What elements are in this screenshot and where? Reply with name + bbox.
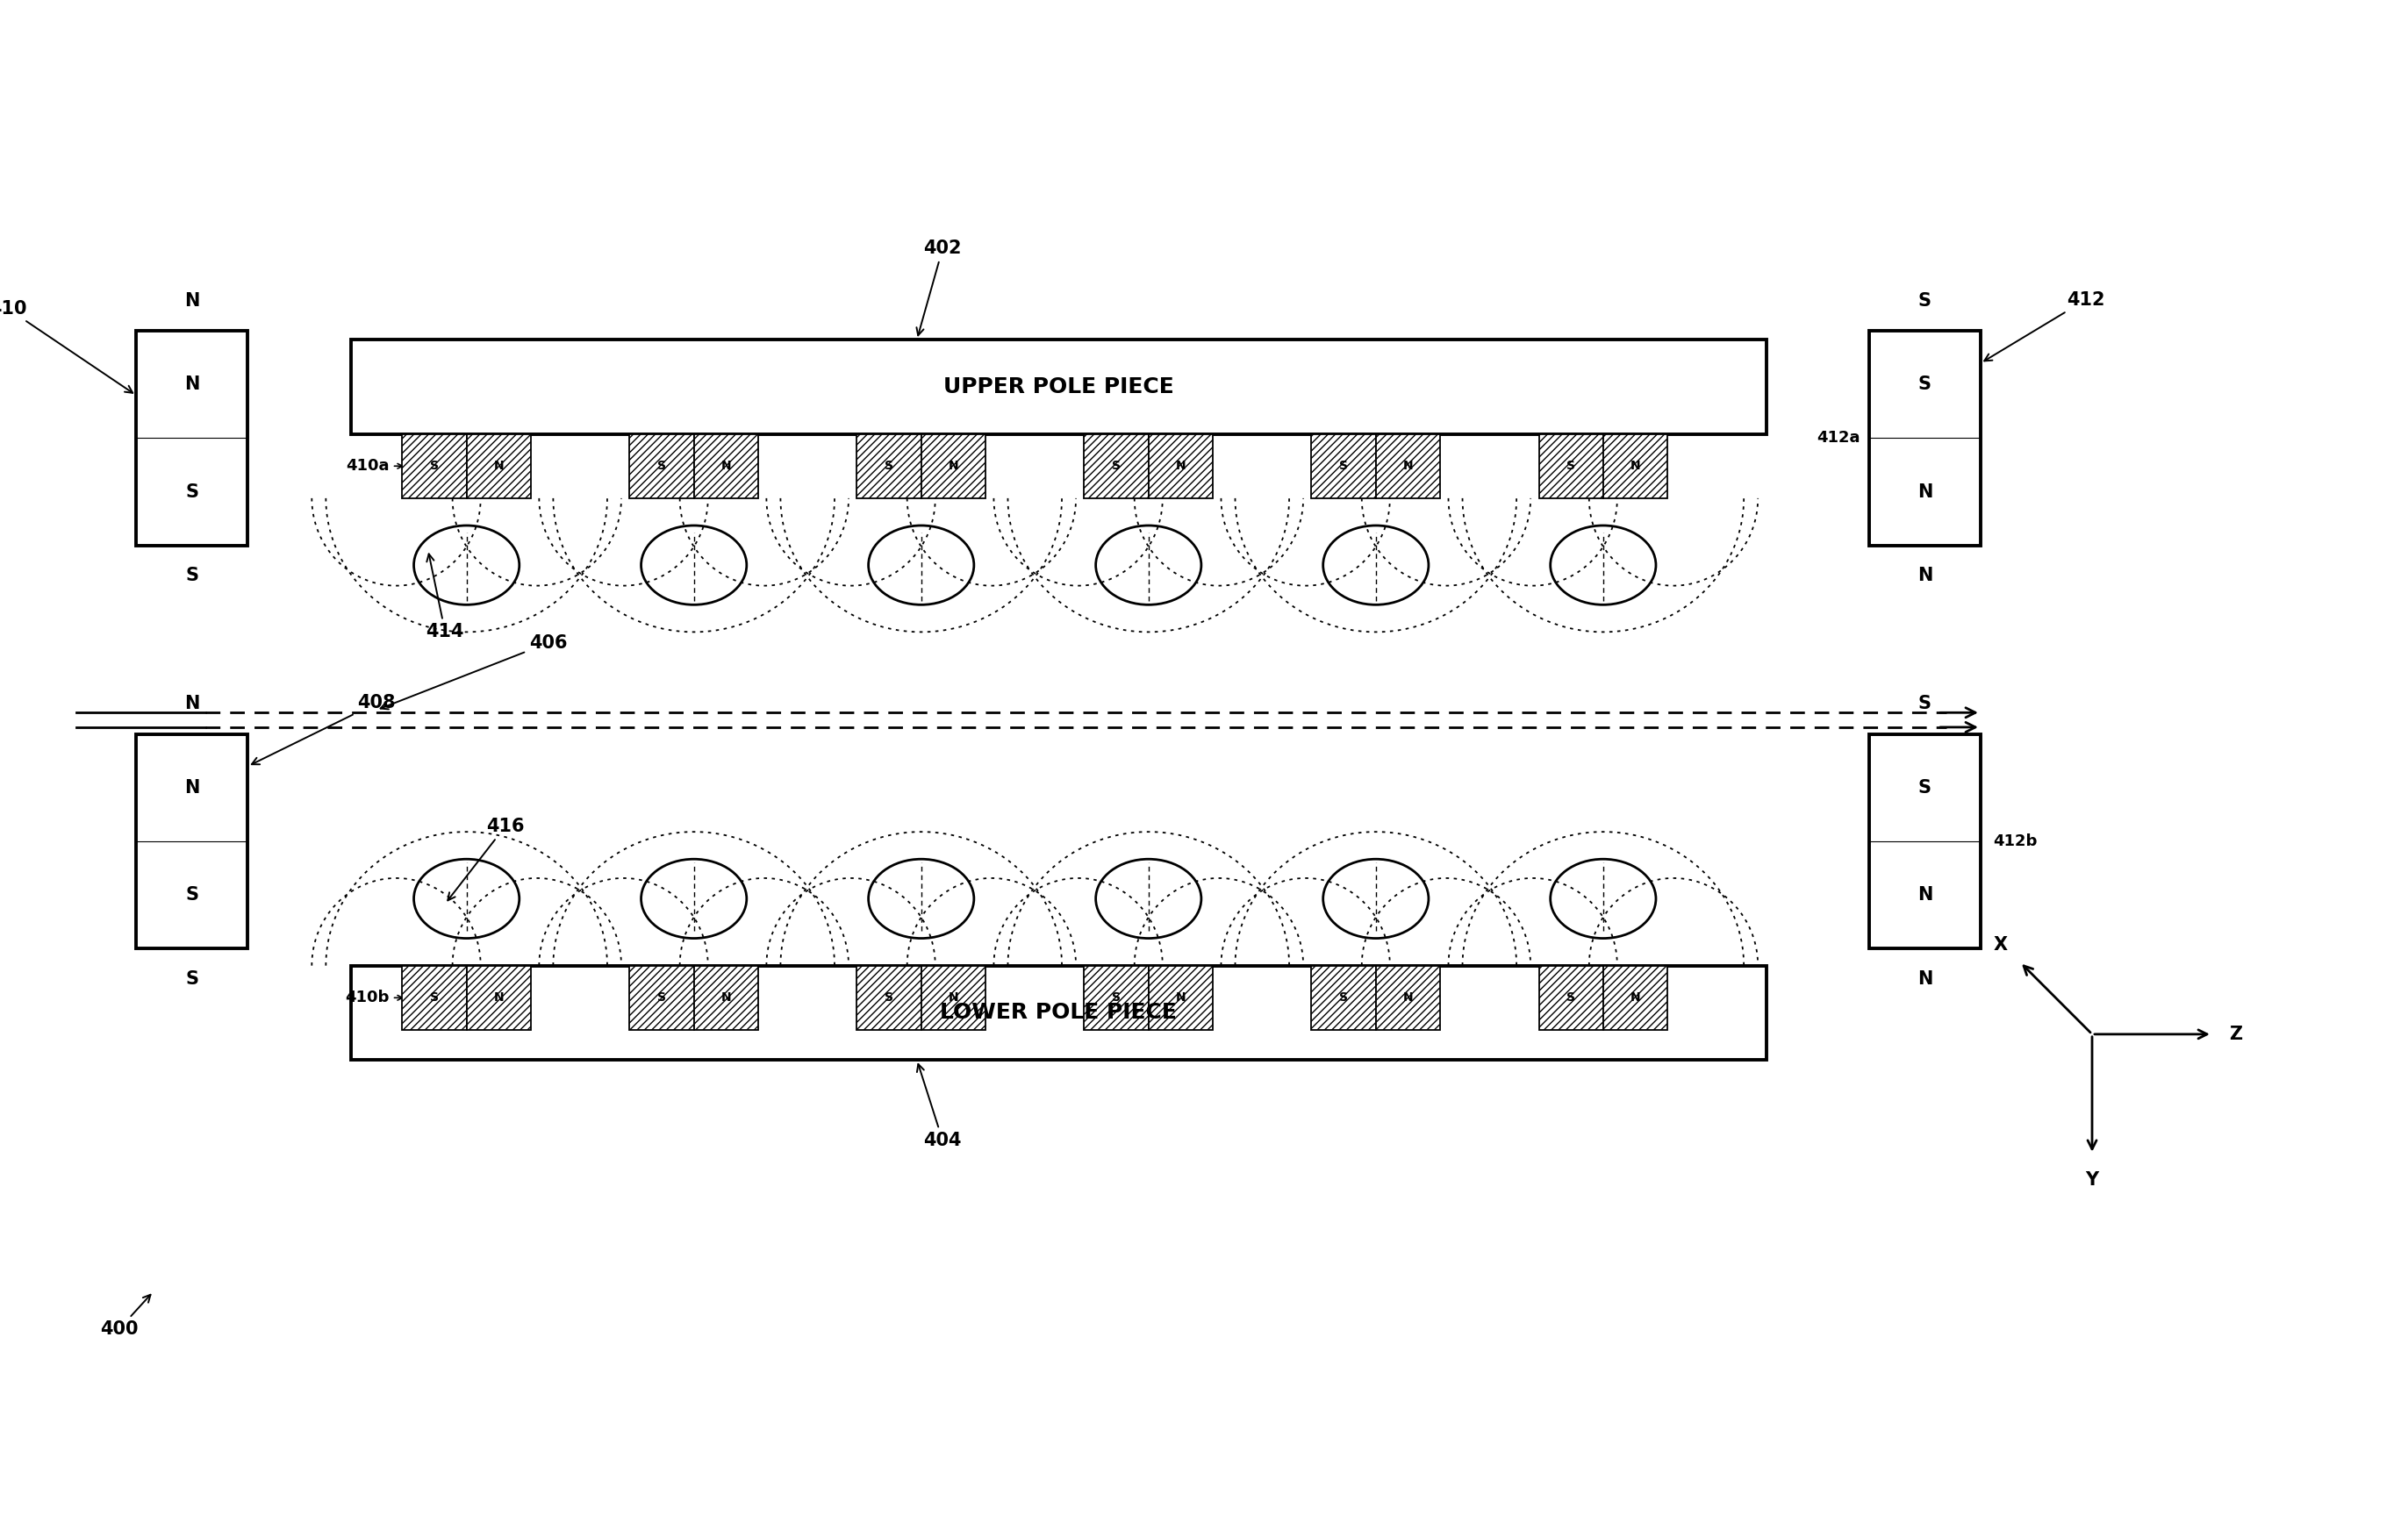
Text: S: S [431, 460, 438, 472]
Text: N: N [1917, 567, 1934, 585]
Text: 410: 410 [0, 300, 132, 393]
Text: N: N [1404, 991, 1413, 1004]
Bar [694, 434, 759, 498]
Text: S: S [1919, 778, 1931, 797]
Bar [402, 966, 467, 1030]
Text: N: N [1404, 460, 1413, 472]
Bar [1539, 966, 1604, 1030]
Text: 414: 414 [426, 554, 465, 641]
Text: S: S [1339, 460, 1348, 472]
Text: S: S [1112, 991, 1120, 1004]
Text: X: X [1994, 937, 2008, 953]
Bar [1149, 434, 1214, 498]
Bar [1604, 434, 1666, 498]
Bar [1869, 734, 1982, 949]
Bar [1084, 966, 1149, 1030]
Text: 406: 406 [380, 634, 568, 710]
Text: S: S [185, 567, 197, 585]
Text: N: N [185, 778, 200, 797]
Text: N: N [720, 460, 732, 472]
Text: S: S [884, 991, 893, 1004]
Text: N: N [949, 991, 958, 1004]
Text: N: N [185, 376, 200, 393]
Text: N: N [949, 460, 958, 472]
Text: S: S [1568, 460, 1575, 472]
Bar [857, 966, 922, 1030]
Bar [922, 966, 985, 1030]
Text: N: N [1630, 991, 1640, 1004]
Text: 400: 400 [101, 1295, 152, 1337]
Bar [137, 734, 248, 949]
Text: 412a: 412a [1818, 431, 1861, 446]
Text: Z: Z [2230, 1025, 2242, 1043]
Text: N: N [494, 460, 503, 472]
Bar [1312, 434, 1375, 498]
Text: S: S [1112, 460, 1120, 472]
Text: S: S [185, 970, 197, 987]
Bar [402, 434, 467, 498]
Bar [1604, 966, 1666, 1030]
Text: S: S [884, 460, 893, 472]
Bar [694, 966, 759, 1030]
Bar [352, 340, 1765, 434]
Bar [1375, 434, 1440, 498]
Text: 410a: 410a [347, 458, 390, 474]
Text: S: S [657, 460, 667, 472]
Bar [1149, 966, 1214, 1030]
Text: S: S [1339, 991, 1348, 1004]
Bar [137, 330, 248, 545]
Text: 412b: 412b [1994, 833, 2037, 850]
Text: N: N [185, 292, 200, 309]
Text: N: N [1175, 460, 1185, 472]
Text: N: N [185, 694, 200, 713]
Bar [352, 966, 1765, 1060]
Text: N: N [1917, 483, 1934, 501]
Bar [1312, 966, 1375, 1030]
Bar [1539, 434, 1604, 498]
Bar [467, 434, 530, 498]
Text: 404: 404 [917, 1065, 961, 1150]
Bar [628, 966, 694, 1030]
Text: N: N [1175, 991, 1185, 1004]
Text: Y: Y [2085, 1171, 2100, 1189]
Text: S: S [185, 483, 197, 501]
Text: S: S [431, 991, 438, 1004]
Text: LOWER POLE PIECE: LOWER POLE PIECE [939, 1002, 1178, 1023]
Text: N: N [1917, 970, 1934, 987]
Text: S: S [1919, 292, 1931, 309]
Text: 408: 408 [253, 694, 395, 765]
Bar [467, 966, 530, 1030]
Text: S: S [657, 991, 667, 1004]
Text: N: N [494, 991, 503, 1004]
Bar [922, 434, 985, 498]
Text: 416: 416 [448, 818, 525, 900]
Bar [628, 434, 694, 498]
Text: N: N [1630, 460, 1640, 472]
Text: 402: 402 [917, 239, 961, 335]
Text: S: S [1919, 694, 1931, 713]
Text: S: S [1919, 376, 1931, 393]
Text: S: S [185, 886, 197, 903]
Text: 412: 412 [1984, 291, 2105, 361]
Bar [857, 434, 922, 498]
Bar [1084, 434, 1149, 498]
Text: N: N [1917, 886, 1934, 903]
Text: S: S [1568, 991, 1575, 1004]
Bar [1869, 330, 1982, 545]
Text: 410b: 410b [344, 990, 390, 1005]
Text: UPPER POLE PIECE: UPPER POLE PIECE [944, 376, 1173, 398]
Bar [1375, 966, 1440, 1030]
Text: N: N [720, 991, 732, 1004]
